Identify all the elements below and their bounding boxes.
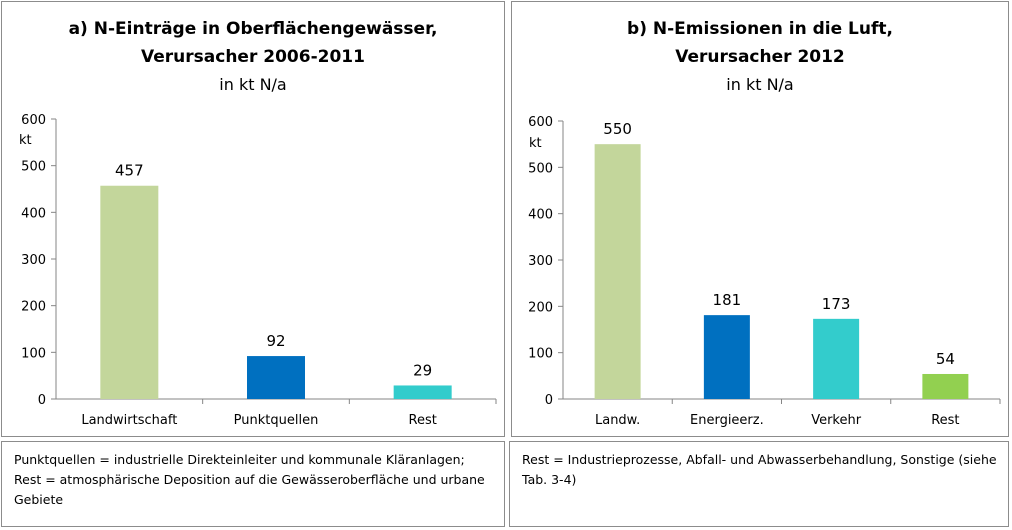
chart-subtitle: in kt N/a [219, 75, 287, 94]
data-label: 29 [413, 361, 432, 379]
bar-chart-b: 0 100 200 300 400 500 600 kt 550 Landw. 181 Energie… [528, 115, 1001, 428]
y-tick-label: 400 [21, 206, 46, 221]
bar-verkehr [813, 318, 860, 399]
x-tick-label: Rest [409, 413, 437, 428]
y-tick-label: 600 [21, 113, 46, 128]
bar-landw- [594, 144, 641, 399]
chart-title-line2: Verursacher 2006-2011 [141, 47, 365, 67]
y-tick-label: 200 [21, 300, 46, 315]
bar-energieerz- [703, 315, 750, 399]
chart-panel-a: a) N-Einträge in Oberflächengewässer, Ve… [1, 1, 505, 437]
bar-rest [393, 385, 452, 399]
bar-punktquellen [247, 356, 305, 399]
chart-panel-b: b) N-Emissionen in die Luft, Verursacher… [511, 1, 1009, 437]
chart-title-line1: a) N-Einträge in Oberflächengewässer, [68, 19, 438, 39]
y-tick-label: 600 [528, 115, 553, 130]
footnote-b: Rest = Industrieprozesse, Abfall- und Ab… [509, 441, 1009, 527]
x-tick-label: Verkehr [811, 413, 862, 428]
chart-title-line2: Verursacher 2012 [675, 47, 845, 67]
x-tick-label: Rest [931, 413, 959, 428]
y-axis-unit-label: kt [19, 133, 32, 148]
bar-rest [922, 373, 969, 399]
x-tick-label: Landw. [595, 413, 640, 428]
data-label: 550 [603, 120, 632, 138]
x-tick-label: Landwirtschaft [81, 413, 177, 428]
y-axis-unit-label: kt [529, 136, 542, 151]
y-tick-label: 300 [528, 254, 553, 269]
y-tick-label: 100 [21, 346, 46, 361]
y-tick-label: 200 [528, 300, 553, 315]
data-label: 173 [822, 295, 851, 313]
footnote-text: Punktquellen = industrielle Direkteinlei… [14, 452, 485, 507]
y-tick-label: 500 [528, 161, 553, 176]
y-tick-label: 0 [545, 393, 553, 408]
chart-title-line1: b) N-Emissionen in die Luft, [627, 19, 893, 39]
bar-chart-a: 0 100 200 300 400 500 600 kt 457 Landwirtschaft 92… [19, 113, 497, 428]
x-tick-label: Punktquellen [234, 413, 319, 428]
y-tick-label: 100 [528, 347, 553, 362]
y-tick-label: 0 [38, 393, 46, 408]
footnote-text: Rest = Industrieprozesse, Abfall- und Ab… [522, 452, 997, 487]
footnote-a: Punktquellen = industrielle Direkteinlei… [1, 441, 505, 527]
y-tick-label: 300 [21, 253, 46, 268]
chart-subtitle: in kt N/a [726, 75, 794, 94]
data-label: 92 [266, 332, 285, 350]
y-tick-label: 400 [528, 208, 553, 223]
data-label: 181 [713, 291, 742, 309]
data-label: 54 [936, 350, 955, 368]
y-tick-label: 500 [21, 160, 46, 175]
data-label: 457 [115, 162, 144, 180]
bar-landwirtschaft [100, 185, 159, 399]
x-tick-label: Energieerz. [690, 413, 764, 428]
